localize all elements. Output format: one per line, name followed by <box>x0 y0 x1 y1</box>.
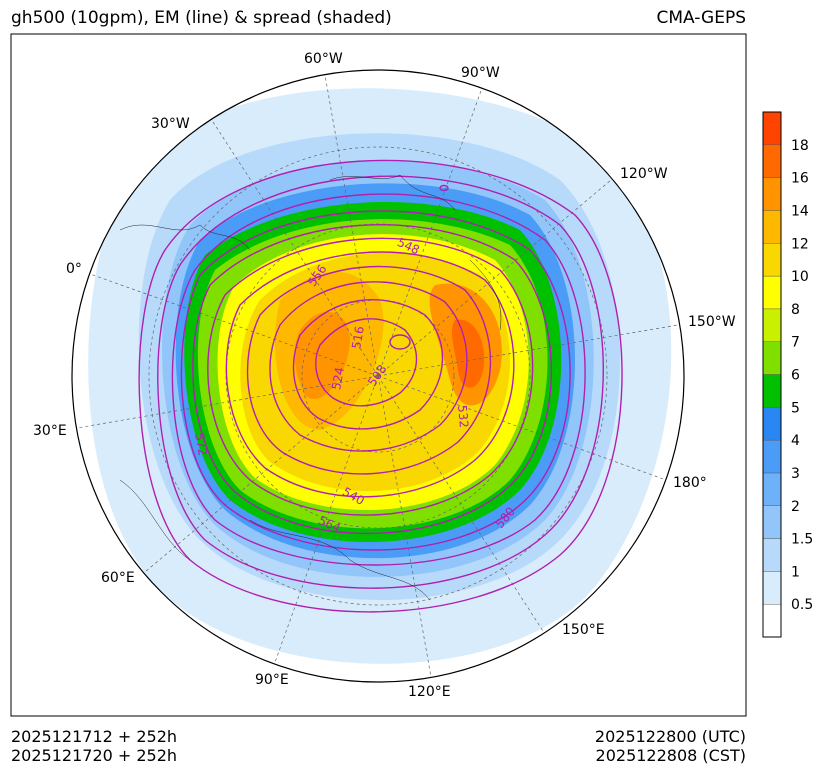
lon-label: 150°E <box>562 622 605 638</box>
colorbar-segment <box>762 111 782 146</box>
contour-label: 524 <box>329 366 347 391</box>
lon-label: 60°W <box>304 51 343 67</box>
map-title: gh500 (10gpm), EM (line) & spread (shade… <box>11 8 392 28</box>
colorbar-label: 3 <box>791 466 800 482</box>
mean-contours <box>138 159 623 613</box>
colorbar-label: 4 <box>791 433 800 449</box>
model-name: CMA-GEPS <box>656 8 746 28</box>
colorbar-segment <box>762 603 782 638</box>
colorbar-segment <box>762 407 782 441</box>
lon-label: 150°W <box>688 314 736 330</box>
colorbar-segment <box>762 374 782 408</box>
colorbar-segment <box>762 538 782 572</box>
colorbar-segment <box>762 177 782 211</box>
colorbar-label: 0.5 <box>791 597 813 613</box>
colorbar-segment <box>762 144 782 178</box>
lon-label: 30°W <box>151 116 190 132</box>
footer-init: 2025121712 + 252h 2025121720 + 252h <box>11 727 177 765</box>
colorbar-segment <box>762 243 782 277</box>
init-time-utc: 2025121712 + 252h <box>11 727 178 746</box>
colorbar-label: 10 <box>791 269 809 285</box>
lon-label: 180° <box>673 475 707 491</box>
contour-label: 516 <box>349 325 367 350</box>
colorbar-segment <box>762 505 782 539</box>
colorbar-segment <box>762 341 782 375</box>
colorbar-label: 12 <box>791 236 809 252</box>
contour-label: 532 <box>455 404 471 428</box>
colorbar-label: 14 <box>791 203 809 219</box>
init-time-cst: 2025121720 + 252h <box>11 746 178 765</box>
colorbar: 0.5 1 1.5 2 3 4 5 6 7 8 10 12 14 16 18 <box>762 111 813 638</box>
colorbar-label: 5 <box>791 400 800 416</box>
colorbar-border <box>762 111 782 638</box>
footer-valid: 2025122800 (UTC) 2025122808 (CST) <box>595 727 746 765</box>
colorbar-label: 8 <box>791 302 800 318</box>
lon-label: 120°W <box>620 166 668 182</box>
colorbar-segment <box>762 571 782 605</box>
colorbar-segment <box>762 308 782 342</box>
contour-label: 572 <box>192 432 210 457</box>
colorbar-segment <box>762 210 782 244</box>
colorbar-segment <box>762 275 782 310</box>
lon-label: 0° <box>66 261 82 277</box>
colorbar-segment <box>762 439 782 474</box>
spread-shading <box>72 70 684 682</box>
valid-time-cst: 2025122808 (CST) <box>595 746 746 765</box>
colorbar-label: 1 <box>791 564 800 580</box>
colorbar-label: 6 <box>791 368 800 384</box>
lon-label: 120°E <box>408 684 451 700</box>
colorbar-label: 7 <box>791 335 800 351</box>
lon-label: 90°W <box>461 65 500 81</box>
colorbar-segment <box>762 472 782 506</box>
lon-label: 90°E <box>255 672 289 688</box>
lon-label: 30°E <box>33 423 67 439</box>
map-boundary <box>71 69 685 683</box>
colorbar-label: 16 <box>791 171 809 187</box>
colorbar-label: 1.5 <box>791 532 813 548</box>
colorbar-label: 2 <box>791 499 800 515</box>
valid-time-utc: 2025122800 (UTC) <box>594 727 746 746</box>
colorbar-label: 18 <box>791 138 809 154</box>
lon-label: 60°E <box>101 570 135 586</box>
